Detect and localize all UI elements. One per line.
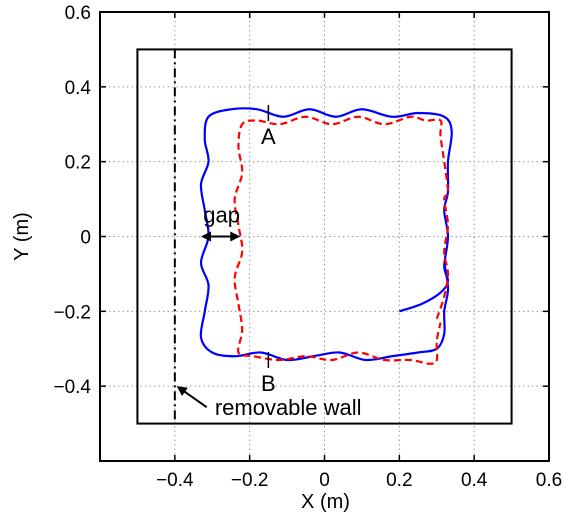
y-tick-label: −0.2 <box>53 302 91 323</box>
annotation-label-a: A <box>261 124 276 149</box>
x-tick-label: 0.2 <box>386 470 412 491</box>
arena-boundary <box>136 48 513 425</box>
x-axis-label: X (m) <box>301 491 350 513</box>
annotation-label-removable-wall: removable wall <box>215 395 362 420</box>
x-tick-label: 0 <box>319 470 330 491</box>
axis-ticks <box>100 11 550 461</box>
gap-arrowhead-left <box>201 231 212 242</box>
annotation-label-b: B <box>261 371 276 396</box>
y-tick-label: 0.2 <box>65 153 91 174</box>
x-tick-label: 0.6 <box>536 470 562 491</box>
y-axis-label: Y (m) <box>11 212 33 261</box>
annotation-arrows <box>176 231 241 408</box>
y-tick-label: 0.4 <box>65 78 92 99</box>
trajectory-series <box>199 107 453 365</box>
series-line-red-dashed <box>233 115 450 365</box>
x-tick-label: 0.4 <box>461 470 488 491</box>
x-tick-label: −0.2 <box>231 470 269 491</box>
x-tick-label: −0.4 <box>156 470 194 491</box>
wall-pointer-arrowhead <box>176 386 188 396</box>
series-line-blue <box>199 107 453 362</box>
annotation-label-gap: gap <box>203 203 240 228</box>
chart-text-layer: −0.4 −0.2 0 0.2 0.4 0.6 −0.4 −0.2 0 0.2 0.4 0.6 X (m… <box>11 3 562 513</box>
y-tick-label: 0 <box>80 228 91 249</box>
wall-pointer-arrow-line <box>182 389 208 408</box>
y-tick-label: −0.4 <box>53 377 91 398</box>
gap-arrowhead-right <box>230 231 241 242</box>
y-tick-label: 0.6 <box>65 3 91 24</box>
plot-frame <box>99 11 550 462</box>
grid-lines <box>100 11 550 461</box>
